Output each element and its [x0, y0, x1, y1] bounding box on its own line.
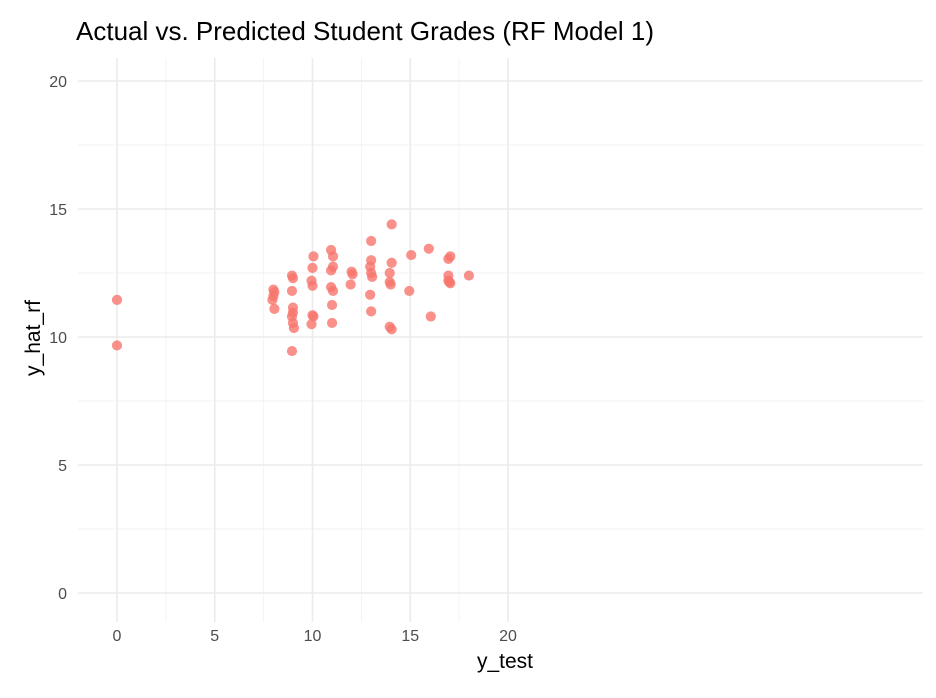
data-point [326, 317, 338, 329]
y-tick-label: 20 [49, 74, 67, 91]
data-point [286, 285, 298, 297]
data-point [386, 219, 397, 230]
data-point [308, 251, 319, 262]
grid [78, 58, 923, 622]
data-point [423, 243, 434, 254]
data-point [326, 299, 338, 311]
data-point [327, 251, 339, 262]
x-tick-label: 15 [401, 628, 419, 645]
y-tick-label: 5 [58, 458, 67, 475]
data-point [325, 265, 337, 276]
data-point [287, 273, 299, 284]
data-point [306, 319, 317, 330]
data-point [269, 303, 280, 314]
y-axis-ticks: 0 5 10 15 20 [49, 74, 67, 603]
data-point [386, 257, 397, 268]
data-point [308, 311, 319, 322]
data-point [288, 322, 300, 334]
data-point [269, 287, 280, 298]
data-point [384, 267, 395, 279]
chart-title: Actual vs. Predicted Student Grades (RF … [76, 16, 654, 46]
y-tick-label: 0 [58, 586, 67, 603]
data-point [111, 294, 123, 305]
data-point [307, 280, 318, 291]
data-point [404, 285, 415, 297]
data-point [425, 311, 436, 322]
y-axis-title: y_hat_rf [22, 300, 45, 376]
data-point [443, 253, 454, 265]
x-axis-ticks: 0 5 10 15 20 [113, 628, 517, 645]
data-point [111, 340, 123, 351]
data-point [366, 306, 377, 317]
y-tick-label: 10 [49, 330, 67, 347]
data-point [345, 279, 356, 290]
x-tick-label: 10 [304, 628, 322, 645]
data-point [366, 235, 377, 247]
data-point [445, 278, 456, 289]
x-axis-title: y_test [477, 650, 533, 673]
data-point [286, 345, 298, 357]
data-point [307, 262, 318, 273]
data-point [386, 324, 397, 335]
x-tick-label: 5 [210, 628, 219, 645]
data-point [327, 285, 339, 297]
y-tick-label: 15 [49, 202, 67, 219]
data-points [111, 219, 474, 357]
x-tick-label: 20 [499, 628, 517, 645]
data-point [365, 289, 376, 300]
x-tick-label: 0 [113, 628, 122, 645]
data-point [385, 279, 396, 290]
data-point [406, 249, 417, 261]
data-point [463, 270, 474, 281]
data-point [367, 271, 378, 282]
data-point [347, 269, 358, 280]
